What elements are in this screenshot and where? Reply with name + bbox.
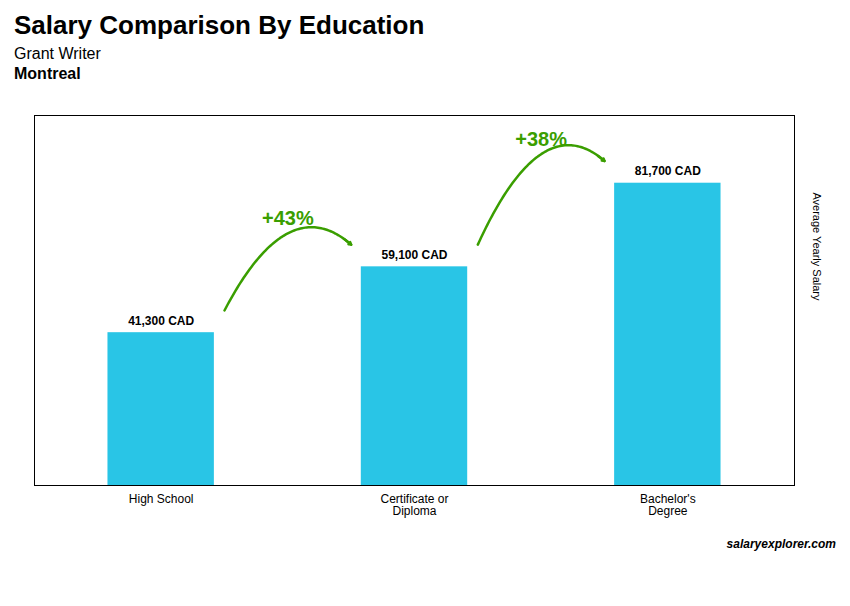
html-text:Grant Writer: Grant Writer — [14, 45, 101, 62]
svg-text:Certificate orDiploma: Certificate orDiploma — [380, 492, 448, 518]
svg-text:+43%: +43% — [262, 207, 314, 229]
svg-text:+38%: +38% — [515, 128, 567, 150]
svg-text:High School: High School — [129, 492, 194, 506]
svg-text:Bachelor'sDegree: Bachelor'sDegree — [640, 492, 696, 518]
svg-text:81,700 CAD: 81,700 CAD — [635, 164, 701, 178]
svg-text:41,300 CAD: 41,300 CAD — [128, 314, 194, 328]
svg-text:59,100 CAD: 59,100 CAD — [381, 248, 447, 262]
svg-text:Average Yearly Salary: Average Yearly Salary — [811, 192, 823, 301]
html-text:Salary Comparison By Education: Salary Comparison By Education — [14, 10, 425, 40]
html-text:Montreal: Montreal — [14, 65, 81, 82]
html-text:salaryexplorer.com: salaryexplorer.com — [726, 537, 836, 551]
